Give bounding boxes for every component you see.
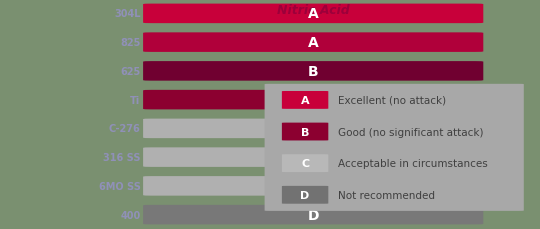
Text: B: B [308, 65, 319, 79]
Text: 316 SS: 316 SS [103, 153, 140, 162]
FancyBboxPatch shape [143, 205, 483, 224]
Text: 400: 400 [120, 210, 140, 220]
FancyBboxPatch shape [282, 155, 328, 172]
Text: 825: 825 [120, 38, 140, 48]
Text: C: C [308, 150, 318, 164]
FancyBboxPatch shape [265, 85, 524, 211]
Text: Excellent (no attack): Excellent (no attack) [338, 95, 446, 105]
Text: 625: 625 [120, 67, 140, 76]
Text: Nitric Acid: Nitric Acid [277, 4, 349, 17]
Text: A: A [308, 7, 319, 21]
Text: C: C [301, 158, 309, 168]
Text: D: D [307, 208, 319, 222]
Text: B: B [301, 127, 309, 137]
FancyBboxPatch shape [143, 62, 483, 81]
FancyBboxPatch shape [143, 90, 483, 110]
FancyBboxPatch shape [143, 119, 483, 139]
Text: A: A [301, 95, 309, 105]
Text: B: B [308, 93, 319, 107]
FancyBboxPatch shape [143, 33, 483, 53]
Text: Good (no significant attack): Good (no significant attack) [338, 127, 483, 137]
FancyBboxPatch shape [143, 5, 483, 24]
Text: Ti: Ti [130, 95, 140, 105]
FancyBboxPatch shape [282, 92, 328, 109]
Text: Acceptable in circumstances: Acceptable in circumstances [338, 158, 487, 168]
Text: C-276: C-276 [109, 124, 140, 134]
FancyBboxPatch shape [143, 176, 483, 196]
Text: A: A [308, 36, 319, 50]
FancyBboxPatch shape [282, 186, 328, 204]
Text: Not recommended: Not recommended [338, 190, 435, 200]
Text: D: D [300, 190, 310, 200]
Text: 304L: 304L [114, 9, 140, 19]
FancyBboxPatch shape [143, 148, 483, 167]
Text: 6MO SS: 6MO SS [98, 181, 140, 191]
Text: C: C [308, 179, 318, 193]
Text: C: C [308, 122, 318, 136]
FancyBboxPatch shape [282, 123, 328, 141]
